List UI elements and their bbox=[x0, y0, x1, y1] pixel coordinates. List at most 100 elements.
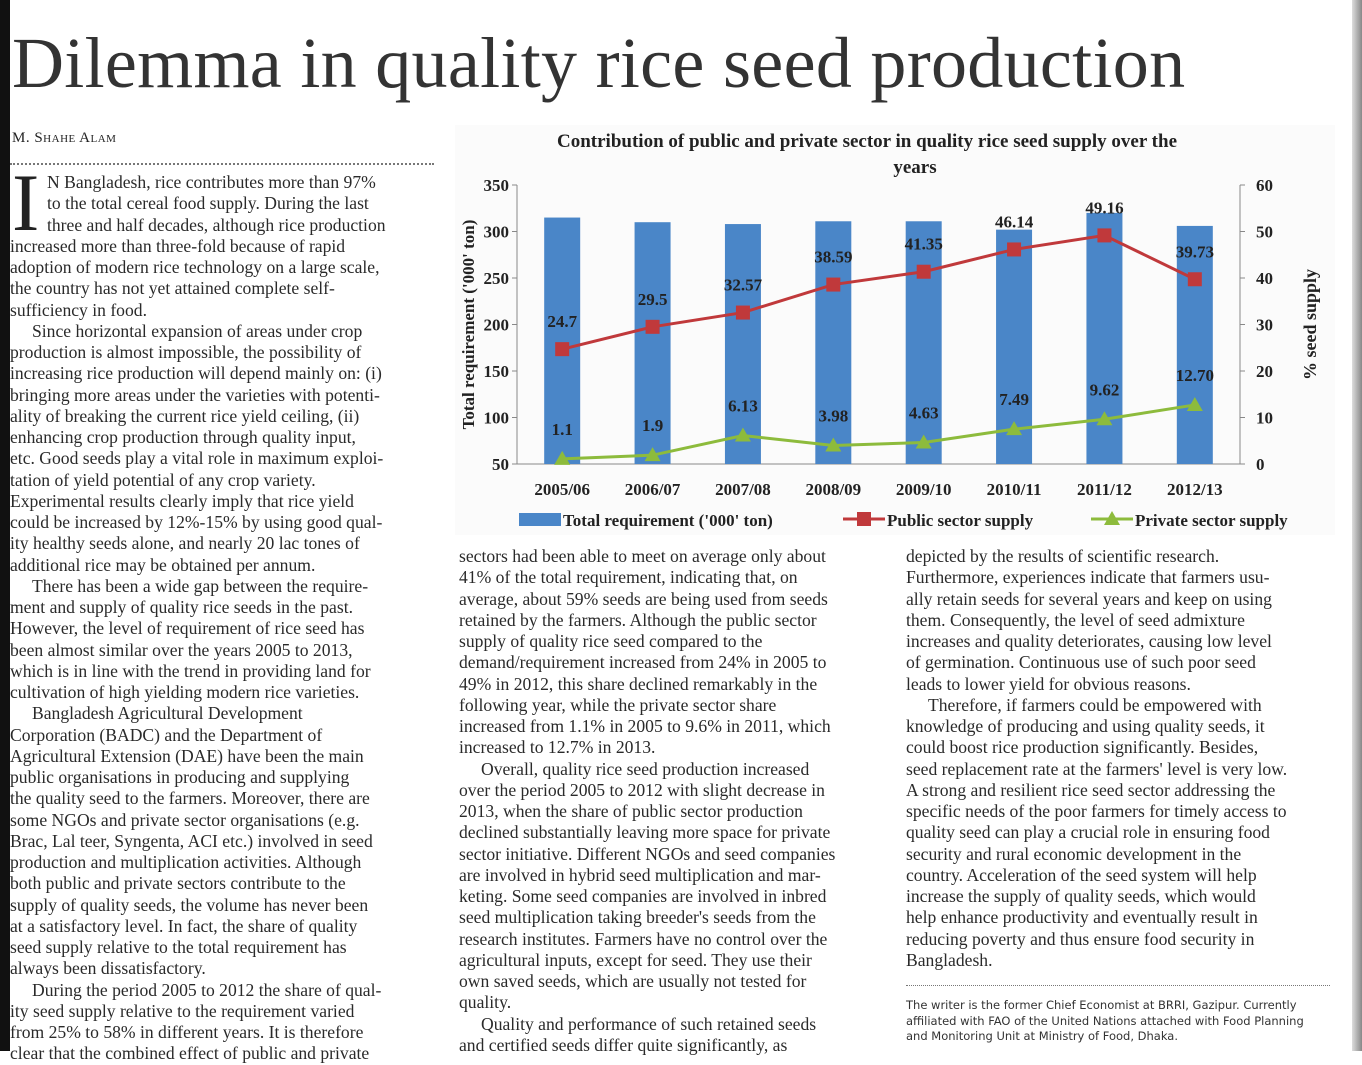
y-tick-label-left: 200 bbox=[484, 316, 510, 335]
text-line: security and rural economic development … bbox=[906, 843, 1242, 864]
y-tick-label-left: 100 bbox=[484, 409, 510, 428]
bar-total-requirement bbox=[905, 221, 942, 464]
private-supply-data-label: 3.98 bbox=[818, 406, 848, 425]
text-line: seed supply relative to the total requir… bbox=[10, 937, 347, 957]
public-supply-data-label: 41.35 bbox=[905, 235, 943, 254]
public-supply-marker bbox=[555, 342, 570, 357]
text-line: increased from 1.1% in 2005 to 9.6% in 2… bbox=[459, 716, 831, 736]
text-line: cultivation of high yielding modern rice… bbox=[10, 682, 360, 702]
public-supply-data-label: 49.16 bbox=[1085, 198, 1123, 217]
y-tick-label-left: 150 bbox=[484, 362, 510, 381]
text-line: from 25% to 58% in different years. It i… bbox=[10, 1022, 364, 1042]
y-tick-label-left: 50 bbox=[492, 455, 509, 474]
text-line: A strong and resilient rice seed sector … bbox=[906, 779, 1276, 800]
text-line: Furthermore, experiences indicate that f… bbox=[906, 567, 1270, 588]
y-tick-label-left: 250 bbox=[484, 269, 510, 288]
text-line: enhancing crop production through qualit… bbox=[10, 427, 356, 447]
private-supply-data-label: 7.49 bbox=[999, 390, 1029, 409]
y-tick-label-left: 300 bbox=[484, 223, 510, 242]
private-supply-data-label: 1.1 bbox=[552, 420, 573, 439]
seed-supply-chart: Contribution of public and private secto… bbox=[455, 125, 1335, 535]
text-line: sufficiency in food. bbox=[10, 299, 147, 320]
text-line: tation of yield potential of any crop va… bbox=[10, 469, 316, 490]
private-supply-marker bbox=[1186, 396, 1203, 411]
text-line: seed replacement rate at the farmers' le… bbox=[906, 758, 1288, 779]
text-line: 41% of the total requirement, indicating… bbox=[459, 567, 798, 588]
text-line: help enhance productivity and eventually… bbox=[906, 907, 1258, 928]
bar-total-requirement bbox=[815, 221, 852, 464]
text-line: the quality seed to the farmers. Moreove… bbox=[10, 788, 370, 809]
y-tick-label-right: 20 bbox=[1256, 362, 1273, 381]
bar-total-requirement bbox=[724, 224, 761, 464]
text-line: Brac, Lal teer, Syngenta, ACI etc.) invo… bbox=[10, 830, 373, 851]
public-supply-data-label: 24.7 bbox=[547, 312, 577, 331]
y-tick-label-left: 350 bbox=[484, 176, 510, 195]
article-column-1: N Bangladesh, rice contributes more than… bbox=[10, 172, 386, 1065]
x-tick-label: 2010/11 bbox=[987, 480, 1042, 499]
byline-divider bbox=[10, 163, 434, 165]
text-line: always been dissatisfactory. bbox=[10, 958, 206, 979]
y-tick-label-right: 40 bbox=[1256, 269, 1273, 288]
left-page-edge bbox=[0, 0, 10, 1051]
bar-total-requirement bbox=[1176, 225, 1213, 464]
private-supply-data-label: 6.13 bbox=[728, 396, 758, 415]
text-line: are involved in hybrid seed multiplicati… bbox=[459, 864, 821, 885]
text-line: quality seed can play a crucial role in … bbox=[906, 822, 1270, 843]
text-line: etc. Good seeds play a vital role in max… bbox=[10, 448, 384, 469]
legend-label-total: Total requirement ('000' ton) bbox=[563, 511, 773, 530]
chart-svg: Contribution of public and private secto… bbox=[459, 131, 1320, 530]
text-line: Experimental results clearly imply that … bbox=[10, 490, 354, 511]
public-supply-marker bbox=[1187, 272, 1202, 287]
text-line: Agricultural Extension (DAE) have been t… bbox=[10, 745, 364, 766]
text-line: some NGOs and private sector organisatio… bbox=[10, 809, 360, 830]
text-line: ality of breaking the current rice yield… bbox=[10, 405, 360, 426]
text-line: both public and private sectors contribu… bbox=[10, 873, 346, 894]
text-line: There has been a wide gap between the re… bbox=[32, 575, 369, 596]
x-tick-label: 2011/12 bbox=[1077, 480, 1132, 499]
text-line: adoption of modern rice technology on a … bbox=[10, 257, 380, 277]
text-line: Bangladesh Agricultural Development bbox=[32, 703, 303, 724]
text-line: increases and quality deteriorates, caus… bbox=[906, 631, 1272, 651]
x-tick-label: 2008/09 bbox=[805, 480, 861, 499]
private-supply-marker bbox=[825, 437, 842, 452]
text-line: Overall, quality rice seed production in… bbox=[481, 758, 810, 779]
public-supply-marker bbox=[916, 264, 931, 279]
author-byline: M. Shahe Alam bbox=[12, 130, 117, 146]
public-supply-data-label: 29.5 bbox=[638, 290, 668, 309]
private-supply-data-label: 9.62 bbox=[1090, 380, 1120, 399]
text-line: increased more than three-fold because o… bbox=[10, 235, 346, 256]
text-line: 49% in 2012, this share declined remarka… bbox=[459, 673, 818, 694]
text-line: additional rice may be obtained per annu… bbox=[10, 554, 316, 575]
bar-total-requirement bbox=[544, 217, 581, 464]
y-tick-label-right: 30 bbox=[1256, 316, 1273, 335]
text-line: Corporation (BADC) and the Department of bbox=[10, 724, 323, 745]
text-line: production and multiplication activities… bbox=[10, 852, 362, 872]
public-supply-marker bbox=[1097, 228, 1112, 243]
private-supply-marker bbox=[1096, 411, 1113, 426]
y-tick-label-right: 50 bbox=[1256, 223, 1273, 242]
text-line: could be increased by 12%-15% by using g… bbox=[10, 512, 383, 532]
footnote-line: The writer is the former Chief Economist… bbox=[906, 998, 1297, 1012]
text-line: increasing rice production will depend m… bbox=[10, 363, 382, 384]
article-headline: Dilemma in quality rice seed production bbox=[12, 23, 1186, 103]
private-supply-line bbox=[562, 403, 1196, 461]
text-line: over the period 2005 to 2012 with slight… bbox=[459, 779, 825, 800]
author-footnote: The writer is the former Chief Economist… bbox=[906, 998, 1304, 1045]
article-column-2: sectors had been able to meet on average… bbox=[459, 546, 835, 1056]
text-line: own saved seeds, which are usually not t… bbox=[459, 971, 807, 991]
footnote-line: affiliated with FAO of the United Nation… bbox=[906, 1013, 1304, 1028]
text-line: declined substantially leaving more spac… bbox=[459, 822, 831, 843]
text-line: research institutes. Farmers have no con… bbox=[459, 928, 828, 949]
text-line: 2013, when the share of public sector pr… bbox=[459, 801, 803, 821]
text-line: increase the supply of quality seeds, wh… bbox=[906, 886, 1256, 906]
private-supply-marker bbox=[554, 450, 571, 465]
text-line: Since horizontal expansion of areas unde… bbox=[32, 320, 363, 341]
text-line: knowledge of producing and using quality… bbox=[906, 716, 1265, 736]
text-line: which is in line with the trend in provi… bbox=[10, 660, 371, 681]
public-supply-data-label: 32.57 bbox=[724, 276, 763, 295]
private-supply-data-label: 1.9 bbox=[642, 416, 663, 435]
legend-marker-public bbox=[857, 512, 871, 526]
text-line: seed multiplication taking breeder's see… bbox=[459, 907, 816, 928]
y-axis-title-right: % seed supply bbox=[1300, 269, 1320, 380]
drop-cap: I bbox=[12, 157, 40, 248]
